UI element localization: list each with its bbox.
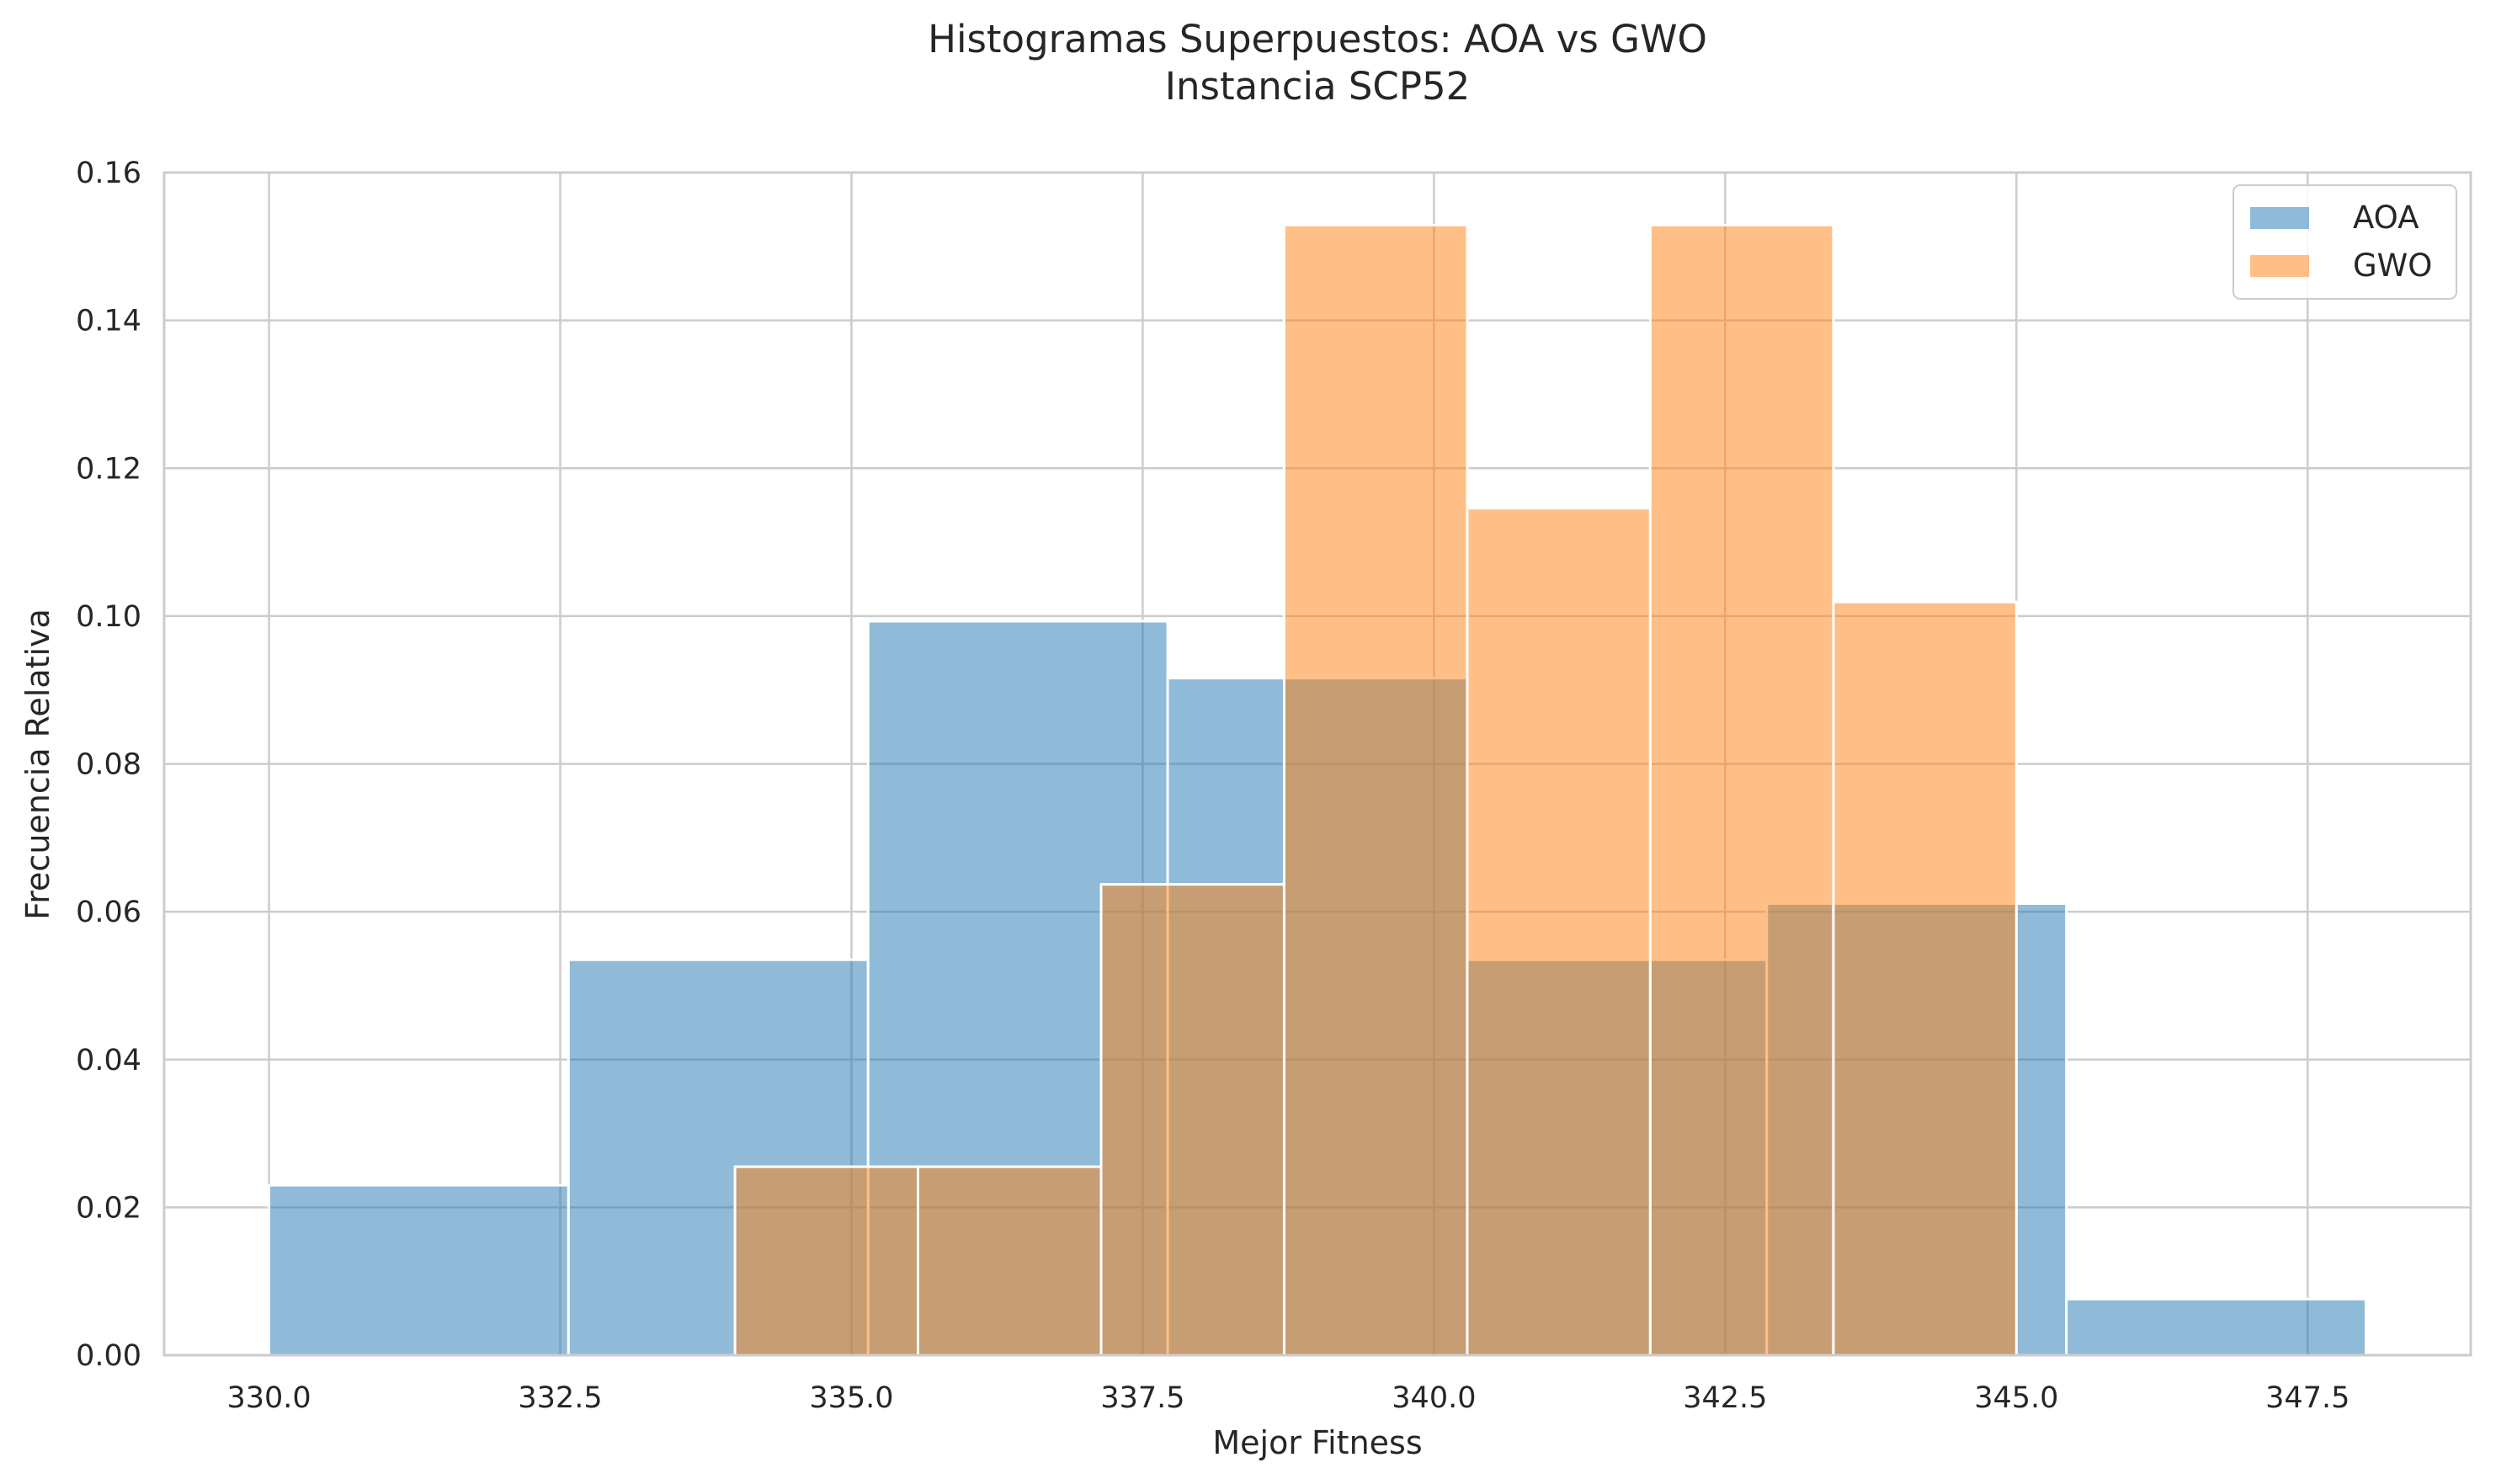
x-axis-ticks: 330.0 332.5 335.0 337.5 340.0 342.5 345.0 347.5 (226, 1381, 2350, 1415)
legend-label-aoa: AOA (2353, 199, 2419, 236)
x-tick-label: 340.0 (1392, 1381, 1476, 1415)
y-axis-ticks: 0.00 0.02 0.04 0.06 0.08 0.10 0.12 0.14 0.16 (76, 157, 141, 1373)
chart-subtitle: Instancia SCP52 (1165, 64, 1470, 109)
histogram-bars (268, 223, 2367, 1357)
x-axis-label: Mejor Fitness (1212, 1424, 1422, 1461)
x-tick-label: 347.5 (2265, 1381, 2350, 1415)
chart-title: Histogramas Superpuestos: AOA vs GWO (928, 17, 1707, 61)
x-tick-label: 342.5 (1683, 1381, 1767, 1415)
legend-label-gwo: GWO (2353, 247, 2432, 284)
legend-swatch-aoa (2250, 207, 2309, 229)
bar-gwo-1 (916, 1165, 1103, 1357)
legend: AOA GWO (2233, 184, 2457, 300)
plot-frame (162, 171, 2472, 1357)
y-tick-label: 0.04 (76, 1044, 141, 1077)
bar-gwo-3 (1282, 223, 1469, 1357)
x-tick-label: 330.0 (226, 1381, 311, 1415)
bar-gwo-6 (1832, 600, 2018, 1357)
y-tick-label: 0.08 (76, 748, 141, 782)
bar-gwo-2 (1099, 883, 1285, 1357)
bar-aoa-6 (2065, 1297, 2367, 1357)
x-tick-label: 345.0 (1974, 1381, 2058, 1415)
y-tick-label: 0.10 (76, 600, 141, 634)
x-tick-label: 332.5 (518, 1381, 602, 1415)
y-tick-label: 0.06 (76, 896, 141, 929)
bar-gwo-5 (1648, 223, 1835, 1357)
x-tick-label: 335.0 (809, 1381, 893, 1415)
legend-swatch-gwo (2250, 255, 2309, 277)
bar-aoa-0 (268, 1183, 570, 1357)
bar-gwo-4 (1466, 507, 1652, 1357)
y-tick-label: 0.12 (76, 452, 141, 486)
y-tick-label: 0.16 (76, 157, 141, 190)
y-tick-label: 0.02 (76, 1191, 141, 1225)
bar-gwo-0 (733, 1165, 919, 1357)
y-tick-label: 0.14 (76, 305, 141, 338)
y-tick-label: 0.00 (76, 1339, 141, 1373)
y-axis-label: Frecuencia Relativa (19, 609, 56, 920)
x-tick-label: 337.5 (1100, 1381, 1184, 1415)
